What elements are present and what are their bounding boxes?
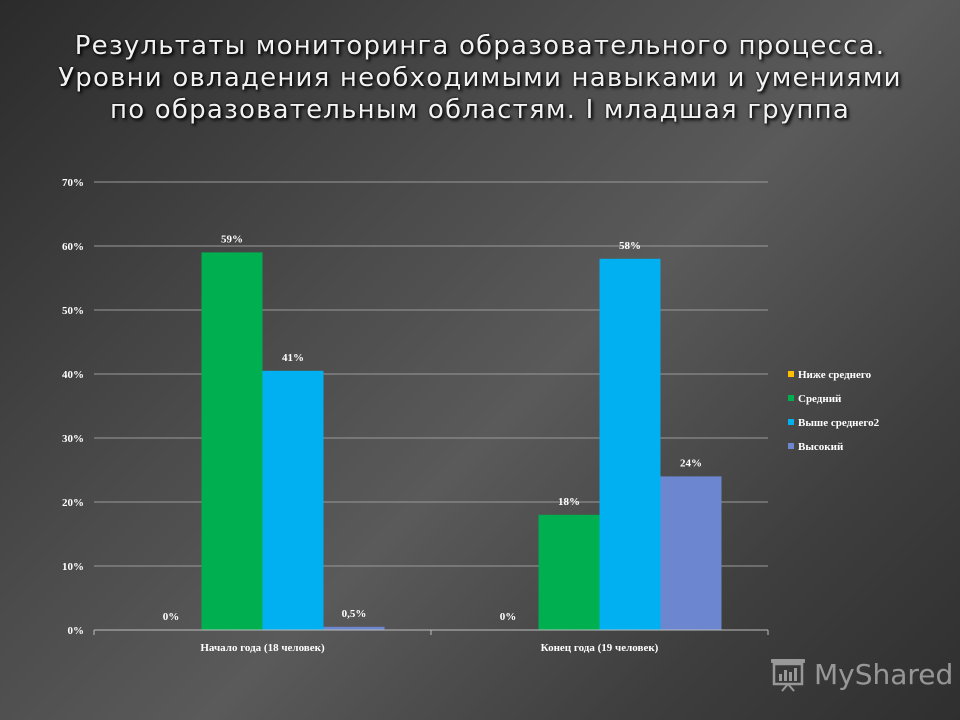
legend-swatch xyxy=(788,419,794,425)
data-label: 0% xyxy=(500,611,517,623)
y-axis-ticks: 0% 10% 20% 30% 40% 50% 60% 70% xyxy=(62,177,84,637)
bar xyxy=(538,514,600,630)
data-label: 58% xyxy=(619,240,641,252)
watermark-text: MyShared xyxy=(814,657,954,691)
legend-swatch xyxy=(788,443,794,449)
slide-title: Результаты мониторинга образовательного … xyxy=(58,31,902,125)
y-tick-label: 40% xyxy=(62,369,84,381)
y-tick-label: 30% xyxy=(62,433,84,445)
data-labels: 0% 59% 41% 0,5% 0% 18% 58% 24% xyxy=(163,233,702,623)
bar xyxy=(660,476,722,630)
data-label: 0% xyxy=(163,611,180,623)
legend-label: Выше среднего2 xyxy=(798,417,880,429)
data-label: 18% xyxy=(558,496,580,508)
y-tick-label: 0% xyxy=(68,625,85,637)
bar xyxy=(323,626,385,630)
legend-label: Ниже среднего xyxy=(798,369,872,381)
y-tick-label: 10% xyxy=(62,561,84,573)
y-tick-label: 50% xyxy=(62,305,84,317)
legend: Ниже среднего Средний Выше среднего2 Высоки… xyxy=(788,369,880,453)
x-axis: Начало года (18 человек) Конец года (19 ч… xyxy=(93,629,769,654)
y-tick-label: 60% xyxy=(62,241,84,253)
data-label: 41% xyxy=(282,352,304,364)
legend-swatch xyxy=(788,395,794,401)
data-label: 24% xyxy=(680,457,702,469)
legend-label: Средний xyxy=(798,393,842,405)
y-tick-label: 70% xyxy=(62,177,84,189)
bar xyxy=(262,370,324,630)
bar xyxy=(201,252,263,630)
legend-swatch xyxy=(788,371,794,377)
data-label: 59% xyxy=(221,233,243,245)
projector-screen-icon xyxy=(771,659,805,692)
bars xyxy=(201,252,722,630)
category-label: Начало года (18 человек) xyxy=(200,642,325,654)
bar xyxy=(599,258,661,630)
watermark: MyShared xyxy=(768,656,953,692)
legend-label: Высокий xyxy=(798,441,844,453)
y-tick-label: 20% xyxy=(62,497,84,509)
data-label: 0,5% xyxy=(342,608,367,620)
category-label: Конец года (19 человек) xyxy=(541,642,659,654)
